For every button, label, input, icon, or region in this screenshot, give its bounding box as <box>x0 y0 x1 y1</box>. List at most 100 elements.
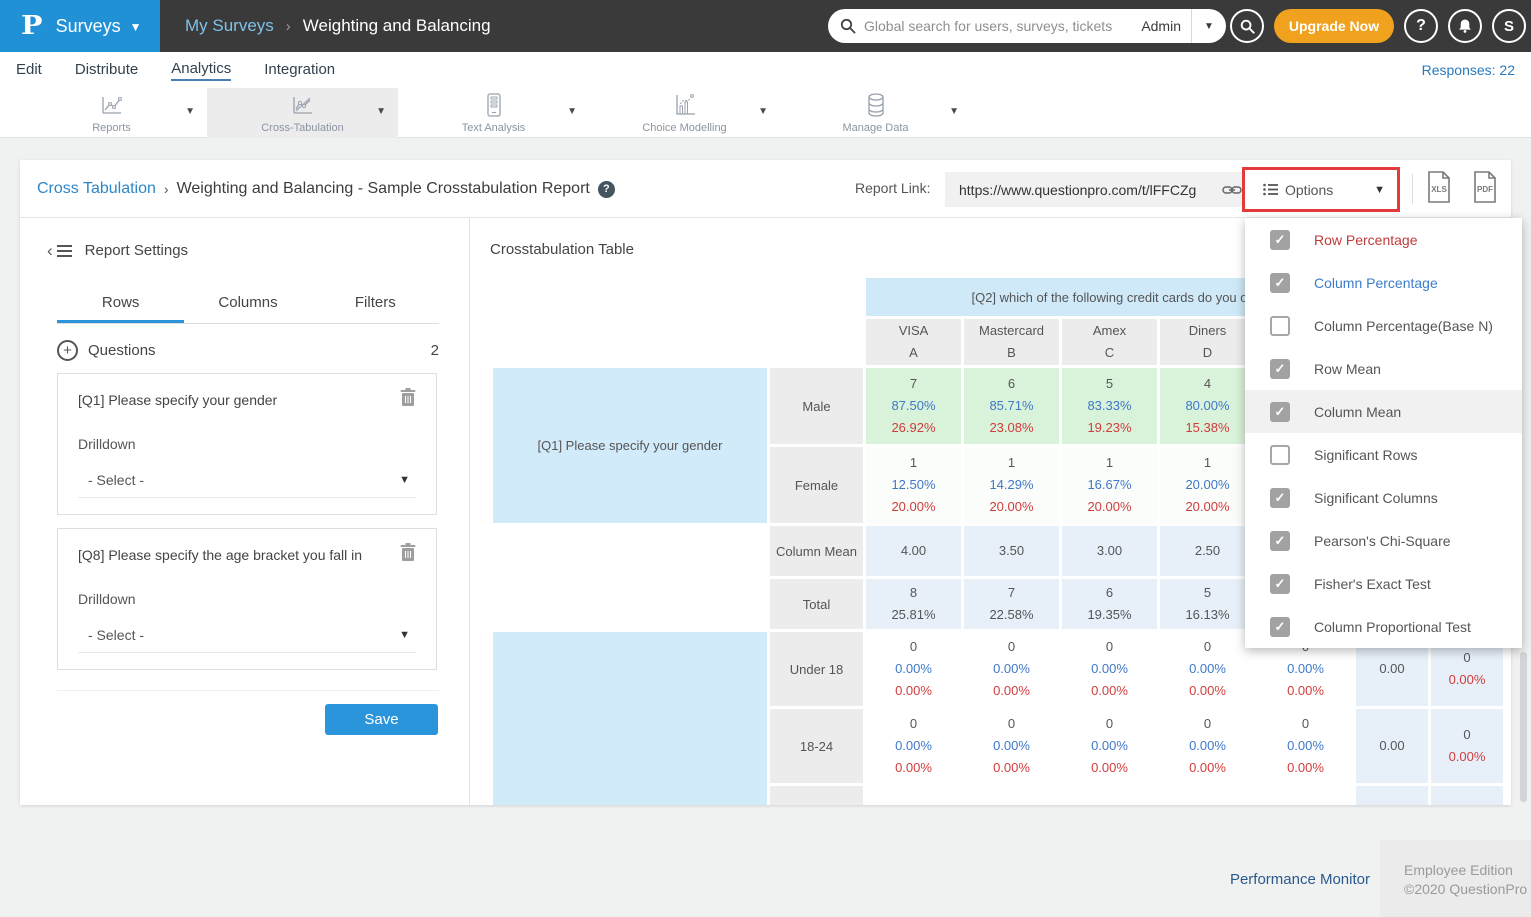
option-significant-columns[interactable]: ✓ Significant Columns <box>1245 476 1522 519</box>
global-search: Admin ▼ <box>828 9 1226 43</box>
questions-label: Questions <box>88 342 156 359</box>
notifications-bell-icon[interactable] <box>1448 9 1482 43</box>
checkbox-checked-icon[interactable]: ✓ <box>1270 488 1290 508</box>
cell-18-24-total: 00.00% <box>1431 709 1503 783</box>
upgrade-now-button[interactable]: Upgrade Now <box>1274 9 1394 43</box>
choice-modelling-caret-icon[interactable]: ▼ <box>758 106 768 117</box>
toolbar-manage-data[interactable]: Manage Data ▼ <box>780 88 971 138</box>
cross-tabulation-caret-icon[interactable]: ▼ <box>376 106 386 117</box>
search-submit-button[interactable] <box>1230 9 1264 43</box>
search-icon <box>840 18 856 34</box>
survey-nav: Edit Distribute Analytics Integration Re… <box>0 52 1531 88</box>
product-name: Surveys <box>56 16 121 37</box>
report-help-icon[interactable]: ? <box>598 181 615 198</box>
app-logo-menu[interactable]: P Surveys ▼ <box>0 0 160 52</box>
nav-distribute[interactable]: Distribute <box>75 61 138 80</box>
row-label-column-mean: Column Mean <box>770 526 863 576</box>
checkbox-checked-icon[interactable]: ✓ <box>1270 574 1290 594</box>
checkbox-unchecked-icon[interactable] <box>1270 445 1290 465</box>
options-button-label: Options <box>1285 182 1333 198</box>
option-fishers-exact-test[interactable]: ✓ Fisher's Exact Test <box>1245 562 1522 605</box>
q1-row-question-label: [Q1] Please specify your gender <box>493 368 767 523</box>
search-scope-selector[interactable]: Admin <box>1141 18 1181 34</box>
report-title: Weighting and Balancing - Sample Crossta… <box>177 180 590 198</box>
drilldown-select-q1[interactable]: - Select - ▼ <box>78 466 416 498</box>
checkbox-checked-icon[interactable]: ✓ <box>1270 402 1290 422</box>
save-button[interactable]: Save <box>325 704 438 735</box>
toolbar-choice-modelling[interactable]: Choice Modelling ▼ <box>589 88 780 138</box>
reports-caret-icon[interactable]: ▼ <box>185 106 195 117</box>
nav-integration[interactable]: Integration <box>264 61 335 80</box>
toolbar-text-analysis[interactable]: Text Analysis ▼ <box>398 88 589 138</box>
options-caret-icon: ▼ <box>1374 184 1385 196</box>
checkbox-checked-icon[interactable]: ✓ <box>1270 359 1290 379</box>
tab-columns[interactable]: Columns <box>184 290 311 323</box>
questionpro-logo-icon: P <box>21 11 43 41</box>
delete-question-q1-icon[interactable] <box>400 388 416 406</box>
report-settings-panel: ‹ Report Settings Rows Columns Filters +… <box>20 218 470 805</box>
option-column-mean[interactable]: ✓ Column Mean <box>1245 390 1522 433</box>
cell-female-diners: 120.00%20.00% <box>1160 447 1255 523</box>
settings-divider <box>57 690 439 691</box>
option-row-mean[interactable]: ✓ Row Mean <box>1245 347 1522 390</box>
tab-rows[interactable]: Rows <box>57 290 184 323</box>
responses-count: Responses: 22 <box>1422 62 1515 78</box>
collapse-settings-icon[interactable]: ‹ <box>47 242 72 259</box>
search-scope-caret-icon[interactable]: ▼ <box>1192 21 1226 32</box>
options-dropdown-menu: ✓ Row Percentage ✓ Column Percentage Col… <box>1245 218 1522 648</box>
option-column-percentage-base-n[interactable]: Column Percentage(Base N) <box>1245 304 1522 347</box>
cell-18-24-row-mean: 0.00 <box>1356 709 1428 783</box>
question-q8-text: [Q8] Please specify the age bracket you … <box>78 547 386 563</box>
toolbar-cross-tabulation-label: Cross-Tabulation <box>207 122 398 134</box>
checkbox-checked-icon[interactable]: ✓ <box>1270 230 1290 250</box>
user-avatar[interactable]: S <box>1492 9 1526 43</box>
option-column-percentage[interactable]: ✓ Column Percentage <box>1245 261 1522 304</box>
drilldown-label-q8: Drilldown <box>78 591 136 607</box>
text-analysis-caret-icon[interactable]: ▼ <box>567 106 577 117</box>
options-button[interactable]: Options ▼ <box>1242 167 1400 212</box>
copy-link-icon[interactable] <box>1222 183 1242 197</box>
toolbar-cross-tabulation[interactable]: Cross-Tabulation ▼ <box>207 88 398 138</box>
option-column-proportional-test[interactable]: ✓ Column Proportional Test <box>1245 605 1522 648</box>
q8-row-question-label <box>493 632 767 805</box>
help-button[interactable]: ? <box>1404 9 1438 43</box>
analytics-toolbar: Reports ▼ Cross-Tabulation ▼ Text Analys… <box>0 88 1531 138</box>
questions-count: 2 <box>431 342 439 359</box>
toolbar-reports[interactable]: Reports ▼ <box>16 88 207 138</box>
export-xls-icon[interactable]: XLS <box>1426 171 1452 203</box>
cell-male-diners: 480.00%15.38% <box>1160 368 1255 444</box>
drilldown-select-q8[interactable]: - Select - ▼ <box>78 621 416 653</box>
top-bar: P Surveys ▼ My Surveys › Weighting and B… <box>0 0 1531 52</box>
footer-edition-block <box>1380 840 1531 917</box>
checkbox-checked-icon[interactable]: ✓ <box>1270 531 1290 551</box>
delete-question-q8-icon[interactable] <box>400 543 416 561</box>
export-divider <box>1412 174 1413 204</box>
drilldown-select-q1-value: - Select - <box>88 472 144 488</box>
option-row-percentage[interactable]: ✓ Row Percentage <box>1245 218 1522 261</box>
vertical-scrollbar[interactable] <box>1520 652 1527 802</box>
nav-analytics[interactable]: Analytics <box>171 60 231 81</box>
manage-data-caret-icon[interactable]: ▼ <box>949 106 959 117</box>
option-pearsons-chi-square[interactable]: ✓ Pearson's Chi-Square <box>1245 519 1522 562</box>
drilldown-select-q1-caret-icon: ▼ <box>399 474 410 486</box>
nav-edit[interactable]: Edit <box>16 61 42 80</box>
line-chart-icon <box>16 91 207 119</box>
report-link-url-input[interactable] <box>945 182 1222 198</box>
option-significant-rows[interactable]: Significant Rows <box>1245 433 1522 476</box>
export-pdf-icon[interactable]: PDF <box>1472 171 1498 203</box>
breadcrumb-my-surveys[interactable]: My Surveys <box>185 16 274 36</box>
cross-tabulation-breadcrumb-link[interactable]: Cross Tabulation <box>37 180 156 198</box>
search-input[interactable] <box>864 18 1141 34</box>
report-settings-title: Report Settings <box>85 242 188 259</box>
checkbox-checked-icon[interactable]: ✓ <box>1270 617 1290 637</box>
performance-monitor-link[interactable]: Performance Monitor <box>1230 871 1370 888</box>
drilldown-label-q1: Drilldown <box>78 436 136 452</box>
checkbox-unchecked-icon[interactable] <box>1270 316 1290 336</box>
toolbar-manage-data-label: Manage Data <box>780 122 971 134</box>
row-label-under18: Under 18 <box>770 632 863 706</box>
add-question-button[interactable]: + <box>57 340 78 361</box>
question-card-q1: [Q1] Please specify your gender Drilldow… <box>57 373 437 515</box>
tab-filters[interactable]: Filters <box>312 290 439 323</box>
checkbox-checked-icon[interactable]: ✓ <box>1270 273 1290 293</box>
cell-male-mastercard: 685.71%23.08% <box>964 368 1059 444</box>
